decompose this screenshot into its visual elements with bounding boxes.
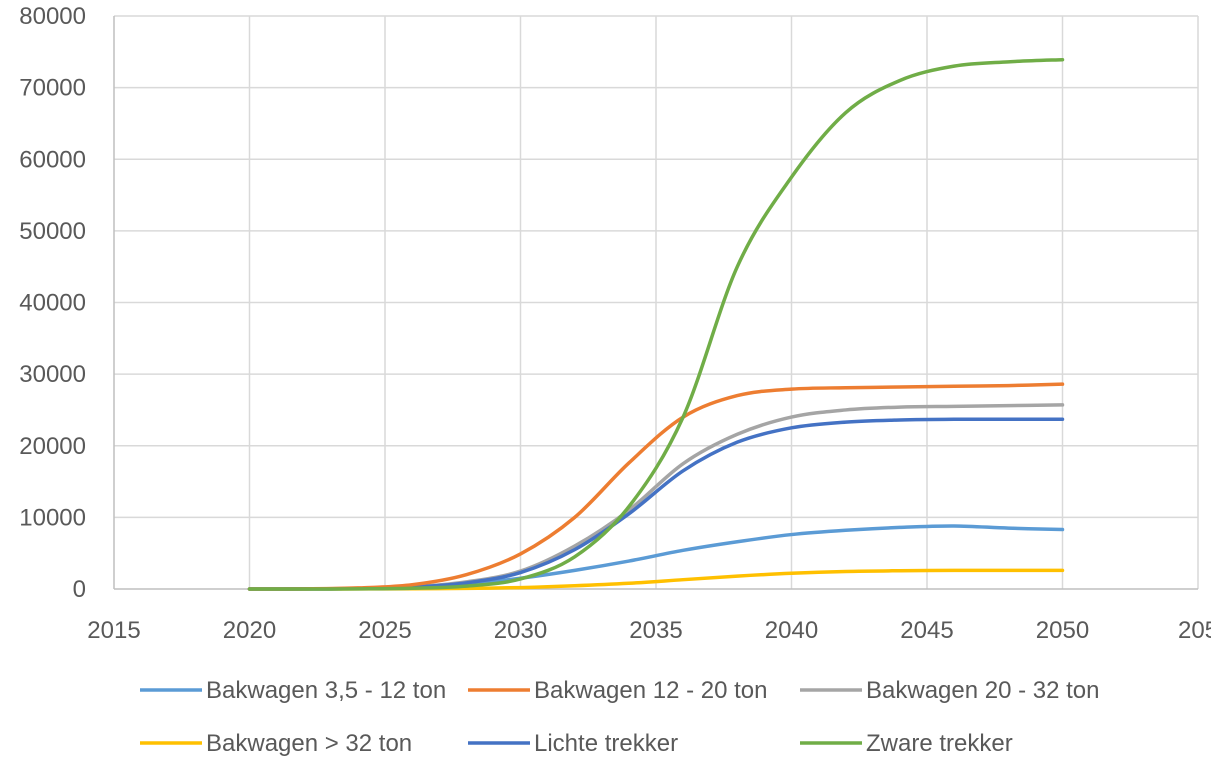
legend-label: Bakwagen > 32 ton bbox=[206, 730, 412, 757]
x-tick-label: 205 bbox=[1178, 617, 1211, 644]
x-tick-label: 2025 bbox=[358, 617, 411, 644]
x-tick-label: 2030 bbox=[494, 617, 547, 644]
x-tick-label: 2015 bbox=[87, 617, 140, 644]
legend-label: Bakwagen 3,5 - 12 ton bbox=[206, 677, 446, 704]
y-tick-label: 0 bbox=[73, 576, 86, 603]
legend-item-lichte-trekker: Lichte trekker bbox=[468, 730, 678, 757]
x-tick-label: 2020 bbox=[223, 617, 276, 644]
x-axis-tick-labels: 2015 2020 2025 2030 2035 2040 2045 2050 205 bbox=[87, 617, 1211, 644]
y-tick-label: 60000 bbox=[19, 146, 86, 173]
legend-label: Lichte trekker bbox=[534, 730, 678, 757]
series-line-bakwagen-12-20-ton bbox=[247, 382, 1065, 591]
y-tick-label: 80000 bbox=[19, 3, 86, 30]
legend-item-bakwagen-3-5-12-ton: Bakwagen 3,5 - 12 ton bbox=[140, 677, 446, 704]
legend-label: Zware trekker bbox=[866, 730, 1013, 757]
x-tick-label: 2035 bbox=[629, 617, 682, 644]
legend-item-bakwagen-12-20-ton: Bakwagen 12 - 20 ton bbox=[468, 677, 768, 704]
plot-lines bbox=[247, 57, 1065, 591]
x-tick-label: 2050 bbox=[1036, 617, 1089, 644]
series-line-zware-trekker bbox=[247, 57, 1065, 591]
legend: Bakwagen 3,5 - 12 ton Bakwagen 12 - 20 to… bbox=[140, 677, 1100, 757]
y-tick-label: 50000 bbox=[19, 218, 86, 245]
y-axis-tick-labels: 0 10000 20000 30000 40000 50000 60000 70000 8000… bbox=[19, 3, 86, 603]
legend-label: Bakwagen 20 - 32 ton bbox=[866, 677, 1100, 704]
y-tick-label: 40000 bbox=[19, 290, 86, 317]
y-tick-label: 30000 bbox=[19, 361, 86, 388]
legend-item-bakwagen-32-ton: Bakwagen > 32 ton bbox=[140, 730, 412, 757]
x-tick-label: 2045 bbox=[900, 617, 953, 644]
y-tick-label: 70000 bbox=[19, 75, 86, 102]
x-tick-label: 2040 bbox=[765, 617, 818, 644]
y-tick-label: 10000 bbox=[19, 504, 86, 531]
gridlines bbox=[114, 15, 1199, 589]
legend-label: Bakwagen 12 - 20 ton bbox=[534, 677, 768, 704]
legend-item-zware-trekker: Zware trekker bbox=[800, 730, 1013, 757]
legend-item-bakwagen-20-32-ton: Bakwagen 20 - 32 ton bbox=[800, 677, 1100, 704]
y-tick-label: 20000 bbox=[19, 433, 86, 460]
